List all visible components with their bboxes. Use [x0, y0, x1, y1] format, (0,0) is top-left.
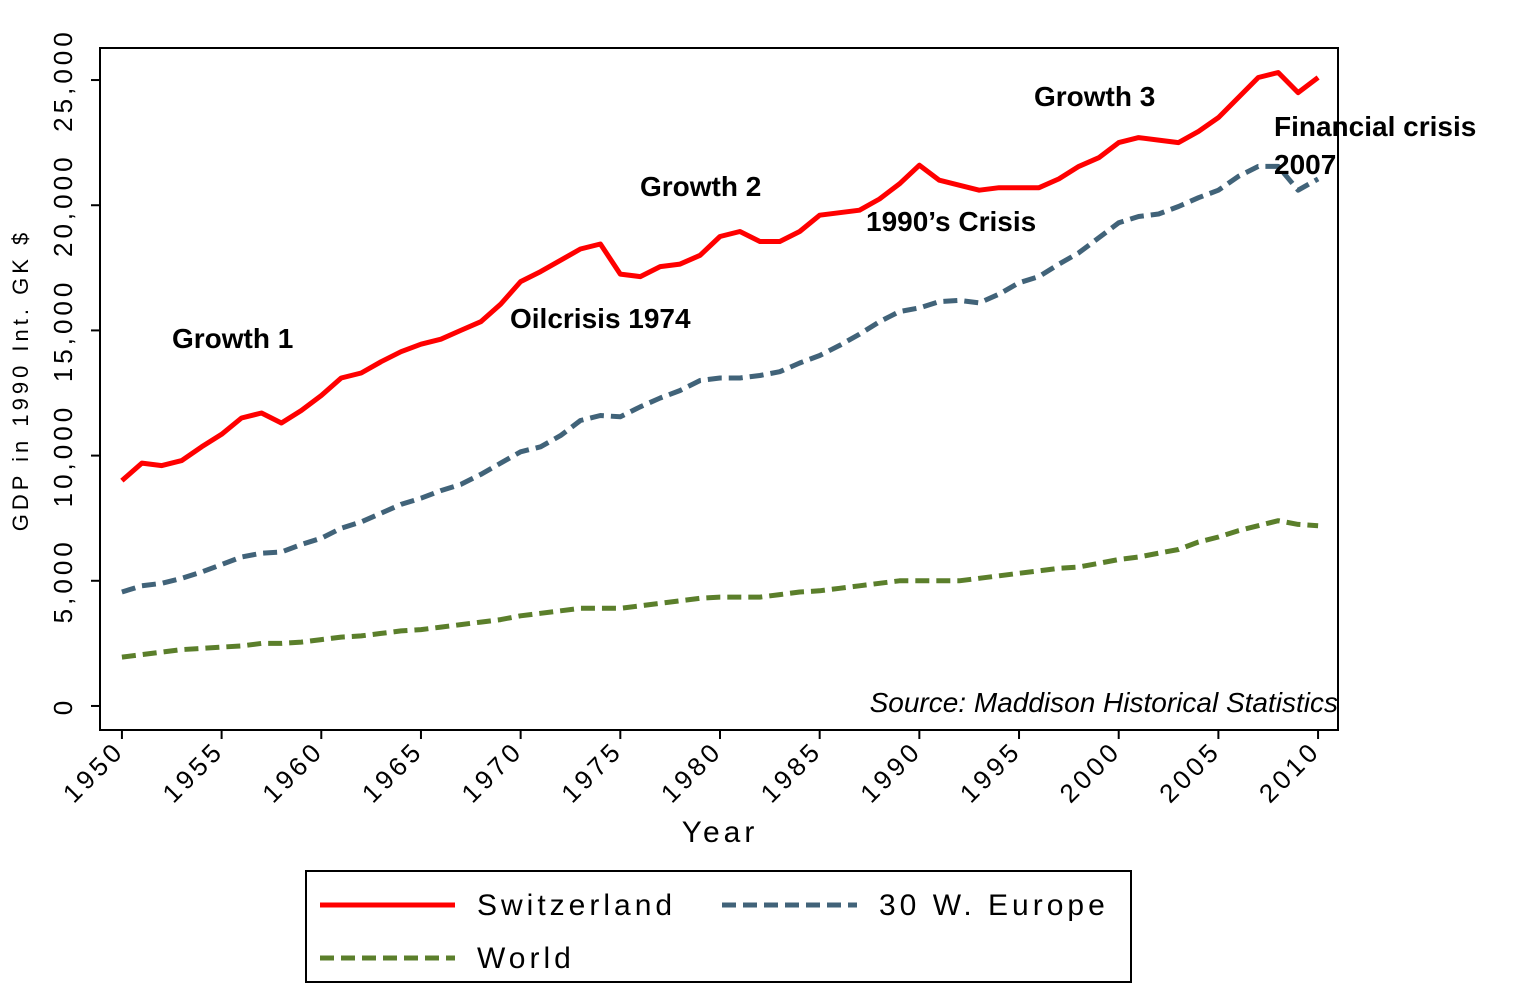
- series-line: [120, 70, 1320, 483]
- x-tick-label: 1965: [356, 735, 429, 808]
- x-tick-label: 2000: [1054, 735, 1127, 808]
- y-tick-label: 25,000: [48, 28, 78, 132]
- annotation: Growth 3: [1034, 81, 1155, 112]
- x-tick-label: 1990: [854, 735, 927, 808]
- legend-label: Switzerland: [477, 889, 676, 922]
- annotation: 1990’s Crisis: [866, 206, 1036, 237]
- y-tick-label: 0: [48, 697, 78, 715]
- y-tick-label: 10,000: [48, 404, 78, 508]
- x-tick-label: 1955: [156, 735, 229, 808]
- legend-label: World: [477, 942, 575, 975]
- legend-label: 30 W. Europe: [879, 889, 1109, 922]
- series-line: [121, 518, 1319, 660]
- x-axis-title: Year: [682, 816, 759, 849]
- y-tick-label: 15,000: [48, 279, 78, 383]
- plot-frame: [99, 47, 1339, 731]
- annotation: Oilcrisis 1974: [510, 303, 691, 334]
- x-tick-label: 1960: [256, 735, 329, 808]
- source-note: Source: Maddison Historical Statistics: [870, 687, 1338, 718]
- annotation: Growth 2: [640, 171, 761, 202]
- x-tick-label: 1970: [455, 735, 528, 808]
- x-tick-label: 1995: [954, 735, 1027, 808]
- annotation: Growth 1: [172, 323, 293, 354]
- y-axis-title: GDP in 1990 Int. GK $: [8, 229, 33, 532]
- y-tick-label: 5,000: [48, 538, 78, 623]
- x-tick-label: 1985: [754, 735, 827, 808]
- x-tick-label: 2005: [1153, 735, 1226, 808]
- x-tick-label: 1975: [555, 735, 628, 808]
- annotation: Financial crisis: [1274, 111, 1476, 142]
- y-tick-label: 20,000: [48, 153, 78, 257]
- x-tick-label: 2010: [1253, 735, 1326, 808]
- series-line: [121, 163, 1320, 595]
- legend-box: [305, 870, 1132, 983]
- annotation: 2007: [1274, 149, 1336, 180]
- x-tick-label: 1980: [655, 735, 728, 808]
- x-tick-label: 1950: [57, 735, 130, 808]
